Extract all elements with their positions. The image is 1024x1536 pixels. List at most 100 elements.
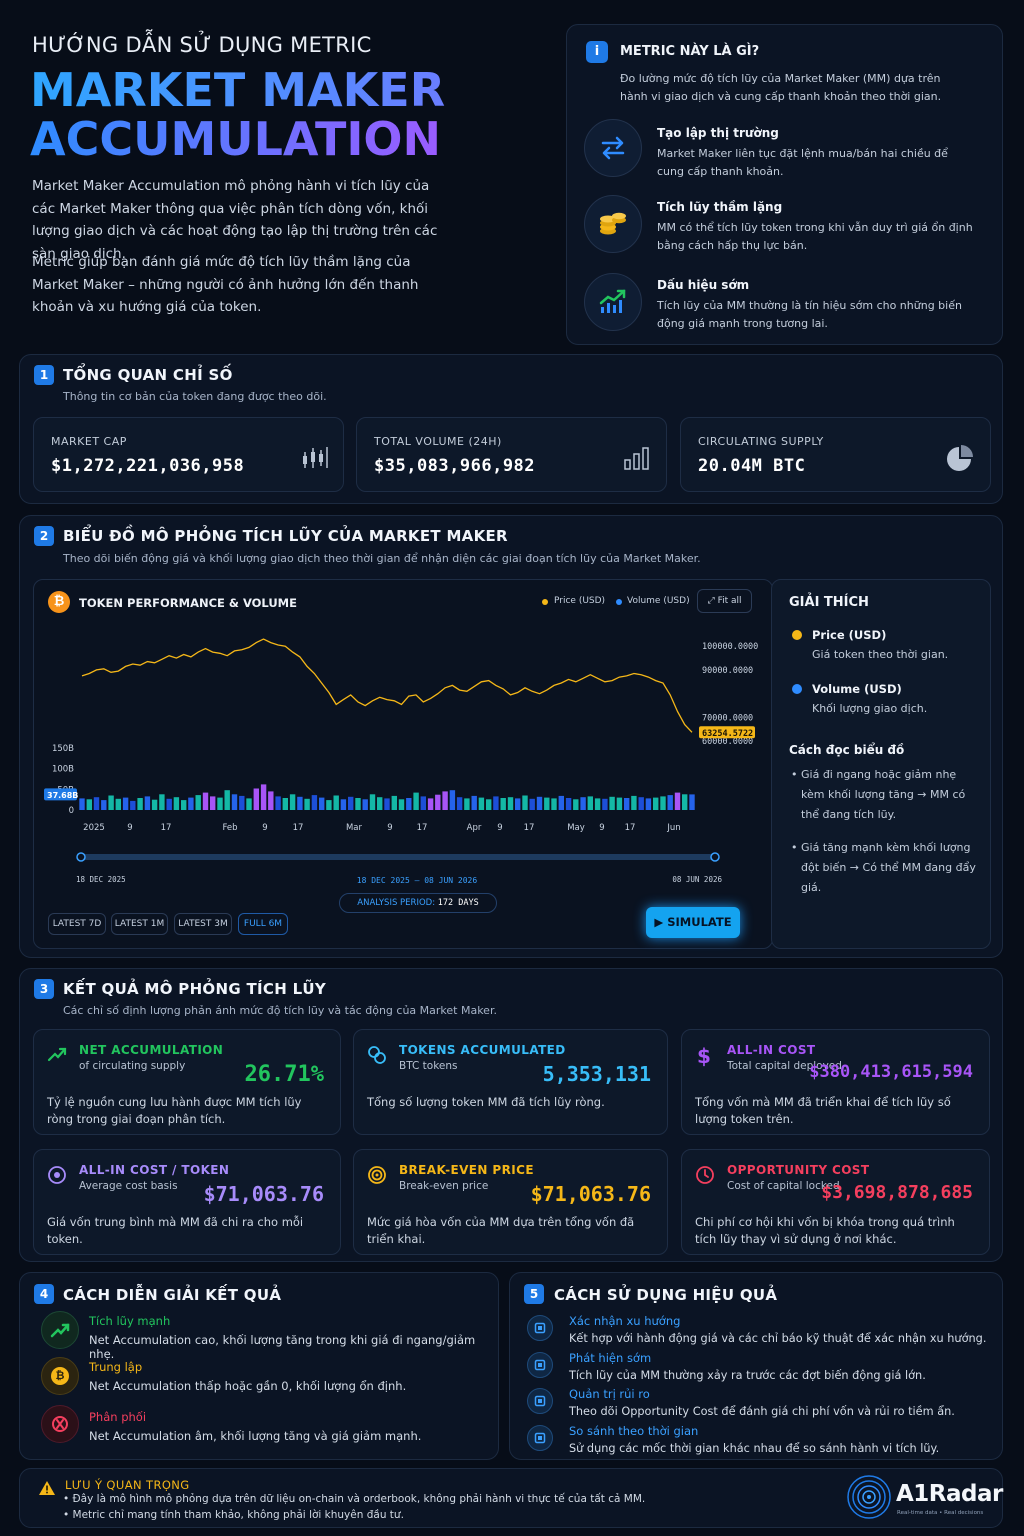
swap-arrows-icon	[584, 119, 642, 177]
volume-bar	[493, 796, 499, 810]
section-subtitle: Thông tin cơ bản của token đang được the…	[63, 390, 327, 403]
result-title: NET ACCUMULATION	[79, 1043, 224, 1057]
volume-bar	[246, 798, 252, 810]
usage-item-desc: Tích lũy của MM thường xảy ra trước các …	[569, 1369, 926, 1382]
stat-label: MARKET CAP	[51, 435, 127, 448]
volume-bar	[348, 796, 354, 810]
volume-bar	[268, 791, 274, 810]
pie-chart-icon	[947, 445, 973, 471]
x-axis-tick: 9	[127, 823, 132, 833]
result-subtitle: Cost of capital locked	[727, 1180, 840, 1192]
range-chip-3m[interactable]: LATEST 3M	[174, 913, 232, 935]
distribution-icon	[41, 1405, 79, 1443]
range-start-label: 18 DEC 2025	[76, 875, 126, 884]
volume-bar	[500, 798, 506, 810]
note-title: LƯU Ý QUAN TRỌNG	[65, 1478, 190, 1492]
volume-bar	[108, 795, 114, 810]
volume-bar	[202, 792, 209, 810]
usage-section: 5 CÁCH SỬ DỤNG HIỆU QUẢ Xác nhận xu hướn…	[509, 1272, 1003, 1460]
range-chip-1m[interactable]: LATEST 1M	[111, 913, 168, 935]
risk-manage-icon	[527, 1388, 553, 1414]
radar-logo-icon	[847, 1475, 891, 1519]
volume-bar	[624, 798, 630, 810]
result-title: ALL-IN COST / TOKEN	[79, 1163, 230, 1177]
volume-bar	[137, 798, 143, 810]
volume-bar	[326, 800, 332, 810]
result-title: TOKENS ACCUMULATED	[399, 1043, 566, 1057]
how-to-read-bullet-dot: •	[791, 768, 798, 781]
volume-bar	[297, 796, 303, 810]
section-number: 5	[524, 1284, 544, 1304]
legend-item-title: Price (USD)	[812, 628, 887, 642]
volume-bar	[573, 799, 579, 810]
how-to-read-bullet: Giá đi ngang hoặc giảm nhẹ kèm khối lượn…	[801, 768, 966, 821]
result-subtitle: of circulating supply	[79, 1060, 186, 1072]
intro-paragraph-2: Metric giúp bạn đánh giá mức độ tích lũy…	[32, 254, 419, 315]
volume-bar	[282, 798, 288, 810]
usage-item-desc: Sử dụng các mốc thời gian khác nhau để s…	[569, 1442, 940, 1455]
confirm-trend-icon	[527, 1315, 553, 1341]
legend-item-desc: Khối lượng giao dịch.	[812, 702, 928, 715]
volume-bar	[674, 792, 681, 810]
volume-bar	[660, 796, 666, 810]
volume-bar	[384, 798, 390, 810]
range-chip-7d[interactable]: LATEST 7D	[48, 913, 106, 935]
volume-bar	[195, 795, 201, 810]
range-chip-6m[interactable]: FULL 6M	[238, 913, 288, 935]
volume-axis-tick: 100B	[52, 765, 74, 775]
result-title: ALL-IN COST	[727, 1043, 816, 1057]
results-section: 3 KẾT QUẢ MÔ PHỎNG TÍCH LŨY Các chỉ số đ…	[19, 968, 1003, 1262]
volume-bar	[377, 797, 383, 810]
stat-value: $35,083,966,982	[374, 456, 536, 476]
x-axis-tick: Apr	[467, 823, 482, 833]
interpret-item-title: Tích lũy mạnh	[89, 1314, 171, 1328]
last-price-label: 63254.5722	[702, 729, 753, 739]
stat-label: CIRCULATING SUPPLY	[698, 435, 824, 448]
volume-bar	[435, 794, 441, 810]
x-axis-tick: May	[567, 823, 585, 833]
volume-bar	[587, 796, 593, 810]
legend-panel-title: GIẢI THÍCH	[789, 595, 869, 610]
volume-bar	[449, 790, 456, 810]
volume-bar	[217, 797, 223, 810]
bitcoin-icon: ₿	[48, 591, 70, 613]
volume-bar	[210, 796, 216, 810]
price-axis-tick: 100000.0000	[702, 642, 758, 652]
volume-bar	[362, 799, 368, 810]
fit-all-label: Fit all	[717, 596, 742, 606]
info-item-desc: MM có thể tích lũy token trong khi vẫn d…	[657, 221, 973, 252]
info-title: METRIC NÀY LÀ GÌ?	[620, 44, 760, 59]
legend-price-label: Price (USD)	[554, 596, 606, 606]
price-axis-tick: 90000.0000	[702, 666, 753, 676]
volume-bar	[333, 795, 339, 810]
volume-axis-tick: 150B	[52, 744, 74, 754]
volume-bar	[486, 799, 492, 810]
info-item-title: Tạo lập thị trường	[657, 126, 779, 140]
result-title: BREAK-EVEN PRICE	[399, 1163, 534, 1177]
early-detect-icon	[527, 1352, 553, 1378]
x-axis-tick: 17	[625, 823, 636, 833]
stat-value: $1,272,221,036,958	[51, 456, 245, 476]
volume-bar	[682, 794, 688, 810]
volume-bar	[115, 798, 121, 810]
volume-bar	[551, 798, 557, 810]
warning-icon	[39, 1481, 55, 1495]
how-to-read-bullet-dot: •	[791, 841, 798, 854]
result-value: 5,353,131	[542, 1062, 651, 1086]
simulate-button[interactable]: ▶ SIMULATE	[646, 907, 740, 938]
volume-bar	[406, 798, 412, 810]
x-axis-tick: Feb	[222, 823, 237, 833]
fit-all-button[interactable]: ⤢ Fit all	[697, 589, 752, 613]
result-value: $71,063.76	[530, 1182, 651, 1206]
volume-bar	[667, 795, 673, 810]
compare-time-icon	[527, 1425, 553, 1451]
stat-card-market-cap: MARKET CAP $1,272,221,036,958	[33, 417, 344, 492]
note-line: • Metric chỉ mang tính tham khảo, không …	[63, 1509, 404, 1521]
result-value: $380,413,615,594	[809, 1062, 973, 1082]
result-card: TOKENS ACCUMULATED BTC tokens 5,353,131 …	[353, 1029, 668, 1135]
x-axis-tick: 17	[161, 823, 172, 833]
result-value: 26.71%	[244, 1062, 324, 1087]
volume-bar	[609, 796, 615, 810]
volume-bar	[689, 794, 695, 810]
result-card: $ ALL-IN COST Total capital deployed $38…	[681, 1029, 990, 1135]
